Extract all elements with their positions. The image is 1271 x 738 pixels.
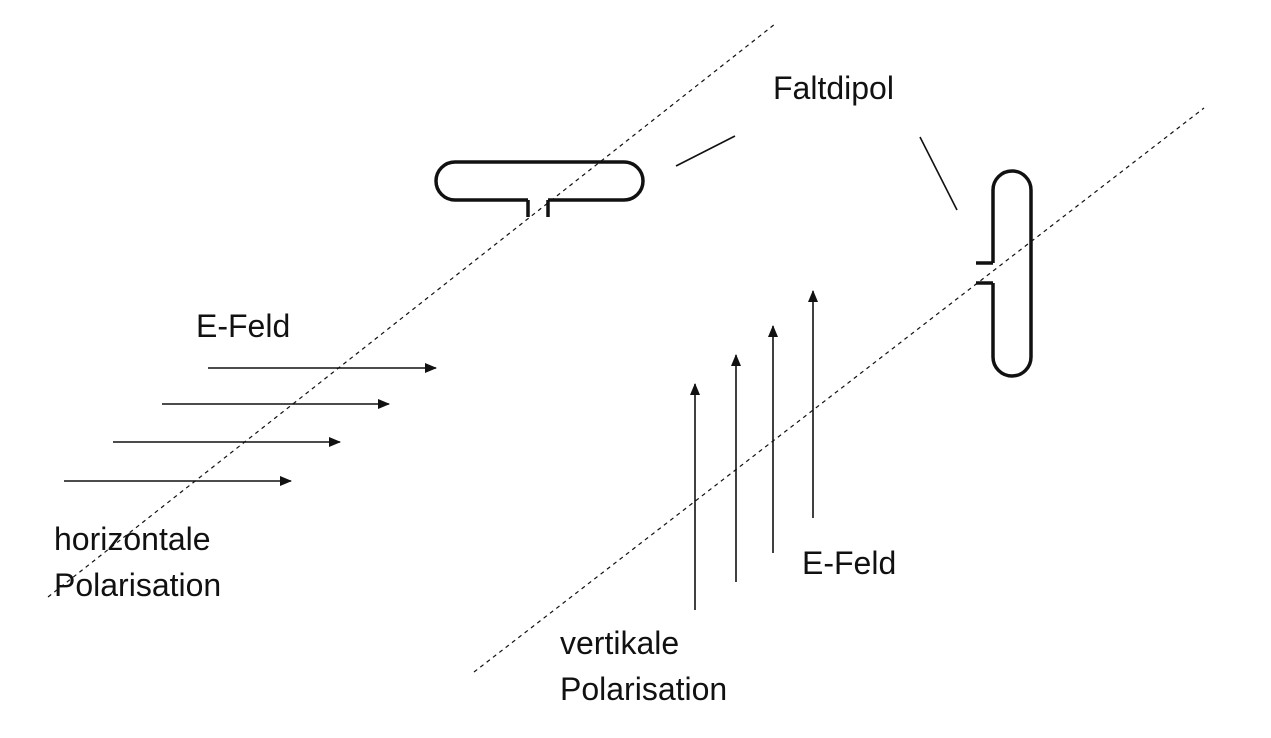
leader-line-vertical-dipole	[919, 136, 958, 211]
horizontal-polarisation-line1: horizontale	[54, 521, 211, 557]
propagation-line-left	[47, 23, 776, 598]
e-field-arrows-horizontal	[64, 363, 437, 486]
horizontal-polarisation-line2: Polarisation	[54, 567, 222, 603]
vertical-polarisation-line1: vertikale	[560, 625, 680, 661]
e-field-label-vertical: E-Feld	[802, 545, 897, 581]
propagation-line-right	[473, 107, 1205, 673]
vertical-polarisation-line2: Polarisation	[560, 671, 728, 707]
folded-dipole-horizontal	[434, 160, 645, 217]
e-field-label-horizontal: E-Feld	[196, 308, 291, 344]
faltdipol-label: Faltdipol	[773, 70, 894, 106]
e-field-arrows-vertical	[690, 290, 818, 610]
leader-line-horizontal-dipole	[675, 135, 736, 167]
folded-dipole-vertical	[976, 169, 1033, 378]
